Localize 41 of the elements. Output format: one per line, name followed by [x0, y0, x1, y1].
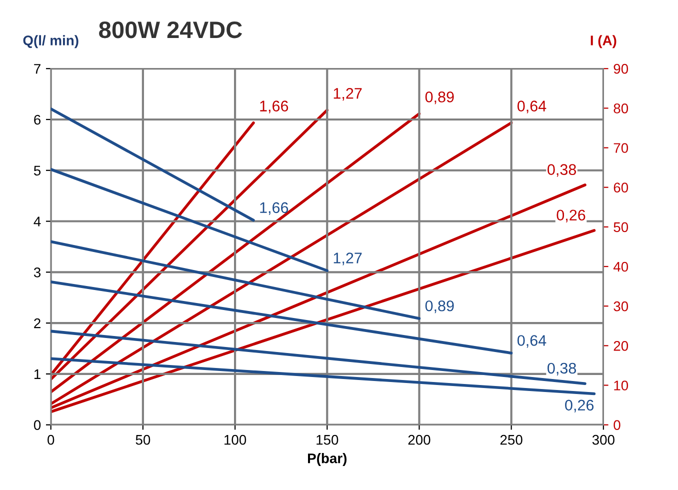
y2-tick-label: 40	[613, 262, 628, 272]
series-label: 1,27	[334, 252, 362, 266]
x-tick-label: 100	[224, 434, 246, 445]
series-label: 0,26	[565, 400, 594, 412]
series-label: 1,66	[260, 100, 288, 114]
x-tick-label: 200	[408, 434, 430, 445]
x-tick-label: 150	[316, 434, 338, 445]
y-tick-label: 6	[34, 114, 41, 125]
y-tick-label: 4	[34, 216, 41, 226]
y-tick-label: 5	[34, 166, 41, 176]
y-tick-label: 3	[34, 267, 41, 278]
y2-tick-label: 50	[614, 222, 628, 232]
x-tick-label: 0	[48, 434, 54, 445]
y2-tick-label: 0	[614, 420, 620, 430]
y2-tick-label: 20	[614, 341, 628, 351]
chart-title: 800W 24VDC	[99, 21, 242, 38]
x-tick-label: 300	[592, 434, 614, 445]
x-tick-label: 50	[136, 434, 150, 445]
y2-tick-label: 90	[614, 64, 628, 74]
y2-tick-label: 10	[614, 380, 628, 390]
y-tick-label: 1	[34, 369, 40, 379]
y2-tick-label: 30	[614, 301, 628, 312]
y2-tick-label: 60	[614, 182, 628, 193]
series-label: 0,64	[517, 335, 546, 348]
series-label: 0,89	[425, 300, 454, 314]
x-tick-label: 250	[500, 434, 522, 445]
y2-tick-label: 70	[614, 143, 628, 153]
series-label: 0,38	[548, 362, 576, 376]
series-label: 0,26	[556, 210, 586, 222]
series-label: 0,38	[548, 164, 576, 177]
x-axis-title: P(bar)	[308, 453, 347, 466]
y2-axis-title: I (A)	[590, 35, 616, 48]
series-label: 1,66	[260, 202, 288, 215]
series-label: 1,27	[334, 88, 362, 101]
y2-tick-label: 80	[614, 104, 628, 114]
y-axis-title: Q(l/ min)	[23, 35, 78, 48]
y-tick-label: 2	[34, 318, 40, 328]
y-tick-label: 0	[34, 420, 41, 430]
series-label: 0,89	[425, 92, 454, 104]
y-tick-label: 7	[34, 64, 40, 74]
series-label: 0,64	[517, 100, 546, 114]
